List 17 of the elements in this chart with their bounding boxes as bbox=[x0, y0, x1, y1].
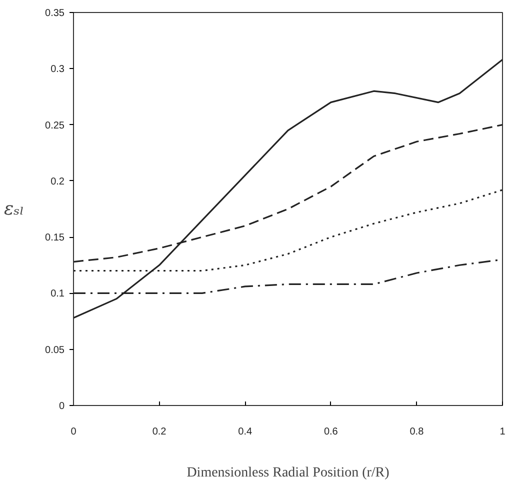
y-tick-label: 0 bbox=[58, 401, 65, 412]
y-tick-label: 0.25 bbox=[45, 120, 65, 132]
x-axis-title: Dimensionless Radial Position (r/R) bbox=[186, 466, 390, 480]
x-tick-label: 0 bbox=[70, 426, 77, 438]
x-tick-label: 0.4 bbox=[238, 426, 252, 438]
line-series bbox=[74, 58, 502, 319]
y-tick-label: 0.35 bbox=[45, 8, 65, 19]
y-tick-label: 0.15 bbox=[45, 232, 65, 244]
x-tick-label: 0.8 bbox=[410, 426, 424, 438]
y-tick-label: 0.05 bbox=[45, 344, 65, 356]
y-tick-label: 0.3 bbox=[50, 64, 65, 76]
y-tick-label: 0.2 bbox=[50, 176, 65, 188]
y-tick-label: 0.1 bbox=[50, 288, 65, 300]
x-tick-label: 0.6 bbox=[324, 426, 338, 438]
y-axis-title: εₛₗ bbox=[4, 198, 24, 220]
x-tick-label: 1 bbox=[500, 426, 506, 438]
x-tick-label: 0.2 bbox=[152, 426, 167, 438]
